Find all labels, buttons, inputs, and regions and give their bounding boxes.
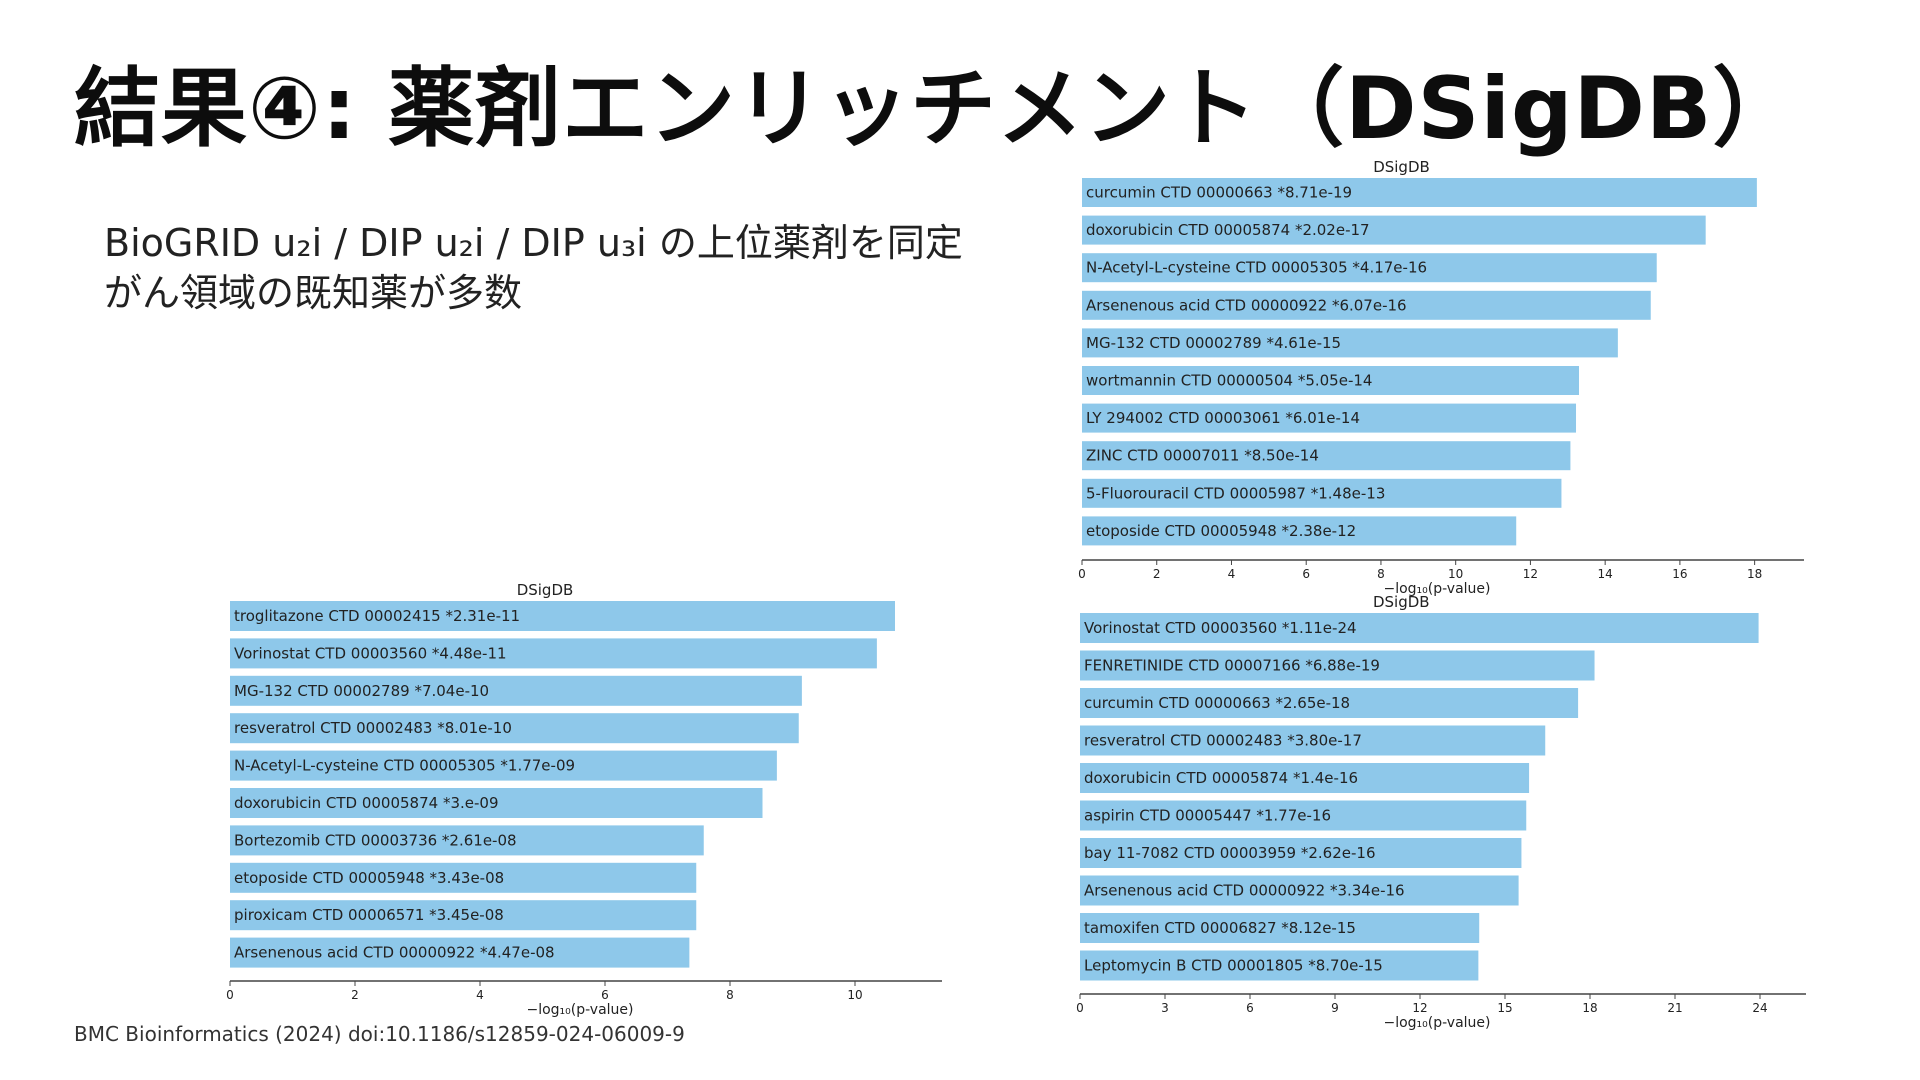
bar-label: aspirin CTD 00005447 *1.77e-16 bbox=[1084, 807, 1331, 825]
bar-label: Vorinostat CTD 00003560 *4.48e-11 bbox=[234, 644, 507, 662]
bar bbox=[1082, 290, 1651, 320]
bar-label: Arsenenous acid CTD 00000922 *3.34e-16 bbox=[1084, 882, 1405, 900]
x-tick-label: 21 bbox=[1667, 1001, 1682, 1015]
bar-label: resveratrol CTD 00002483 *3.80e-17 bbox=[1084, 732, 1362, 750]
x-tick-label: 4 bbox=[1228, 567, 1236, 581]
x-tick-label: 10 bbox=[847, 988, 862, 1002]
bar bbox=[230, 750, 777, 781]
bar bbox=[1080, 725, 1546, 756]
x-tick-label: 4 bbox=[476, 988, 484, 1002]
bar bbox=[230, 862, 697, 893]
bar bbox=[230, 675, 802, 706]
bar-label: Arsenenous acid CTD 00000922 *4.47e-08 bbox=[234, 944, 555, 962]
bar-label: curcumin CTD 00000663 *8.71e-19 bbox=[1086, 184, 1352, 202]
x-tick-label: 18 bbox=[1582, 1001, 1597, 1015]
bar-label: tamoxifen CTD 00006827 *8.12e-15 bbox=[1084, 919, 1356, 937]
x-tick-label: 9 bbox=[1331, 1001, 1339, 1015]
chart-top-right: DSigDB curcumin CTD 00000663 *8.71e-19 dox… bbox=[1078, 158, 1804, 597]
x-tick-label: 8 bbox=[726, 988, 734, 1002]
x-tick-label: 24 bbox=[1752, 1001, 1767, 1015]
x-tick-label: 6 bbox=[601, 988, 609, 1002]
bar bbox=[230, 825, 704, 856]
bar bbox=[1080, 800, 1527, 831]
bar-label: bay 11-7082 CTD 00003959 *2.62e-16 bbox=[1084, 844, 1376, 862]
chart-title: DSigDB bbox=[517, 581, 574, 599]
x-tick-label: 12 bbox=[1523, 567, 1538, 581]
x-axis-label: −log₁₀(p-value) bbox=[1383, 1015, 1490, 1031]
bar-label: etoposide CTD 00005948 *3.43e-08 bbox=[234, 869, 504, 887]
bar-label: etoposide CTD 00005948 *2.38e-12 bbox=[1086, 522, 1356, 540]
bar bbox=[1080, 688, 1579, 718]
bar bbox=[1080, 613, 1759, 643]
x-tick-label: 6 bbox=[1246, 1001, 1254, 1015]
bar bbox=[230, 900, 697, 931]
bar bbox=[1080, 950, 1479, 981]
bar-label: troglitazone CTD 00002415 *2.31e-11 bbox=[234, 607, 520, 625]
bar bbox=[1082, 516, 1517, 546]
bar bbox=[1080, 913, 1480, 943]
bar bbox=[1080, 763, 1530, 793]
x-tick-label: 16 bbox=[1672, 567, 1687, 581]
bar-label: N-Acetyl-L-cysteine CTD 00005305 *1.77e-… bbox=[234, 757, 575, 775]
bar-label: Vorinostat CTD 00003560 *1.11e-24 bbox=[1084, 619, 1357, 637]
bar bbox=[230, 601, 895, 631]
bar bbox=[1082, 441, 1571, 471]
bar-label: wortmannin CTD 00000504 *5.05e-14 bbox=[1086, 372, 1372, 390]
chart-bottom-right: DSigDB Vorinostat CTD 00003560 *1.11e-24 F… bbox=[1076, 593, 1806, 1031]
bar-label: doxorubicin CTD 00005874 *2.02e-17 bbox=[1086, 221, 1370, 239]
bar bbox=[230, 937, 690, 968]
bar-label: 5-Fluorouracil CTD 00005987 *1.48e-13 bbox=[1086, 484, 1385, 502]
x-tick-label: 8 bbox=[1377, 567, 1385, 581]
x-tick-label: 0 bbox=[1078, 567, 1086, 581]
bar bbox=[1082, 328, 1618, 358]
bullet-text-2: がん領域の既知薬が多数 bbox=[104, 271, 523, 315]
bar-label: Leptomycin B CTD 00001805 *8.70e-15 bbox=[1084, 957, 1383, 975]
bar-label: resveratrol CTD 00002483 *8.01e-10 bbox=[234, 719, 512, 737]
x-tick-label: 6 bbox=[1302, 567, 1310, 581]
bar bbox=[1082, 366, 1579, 395]
x-tick-label: 18 bbox=[1747, 567, 1762, 581]
bar bbox=[230, 713, 799, 744]
chart-title: DSigDB bbox=[1373, 158, 1430, 176]
x-tick-label: 2 bbox=[351, 988, 359, 1002]
bar-label: piroxicam CTD 00006571 *3.45e-08 bbox=[234, 906, 504, 924]
x-tick-label: 12 bbox=[1412, 1001, 1427, 1015]
bar bbox=[1080, 875, 1519, 906]
chart-bottom-left: DSigDB troglitazone CTD 00002415 *2.31e-1… bbox=[226, 581, 942, 1018]
x-tick-label: 15 bbox=[1497, 1001, 1512, 1015]
bar-label: Arsenenous acid CTD 00000922 *6.07e-16 bbox=[1086, 296, 1407, 314]
x-tick-label: 0 bbox=[226, 988, 234, 1002]
bar bbox=[1082, 403, 1577, 433]
bar-label: MG-132 CTD 00002789 *7.04e-10 bbox=[234, 682, 489, 700]
bar bbox=[1080, 650, 1595, 681]
bar-label: doxorubicin CTD 00005874 *1.4e-16 bbox=[1084, 769, 1358, 787]
x-tick-label: 14 bbox=[1598, 567, 1613, 581]
x-axis-label: −log₁₀(p-value) bbox=[526, 1002, 633, 1018]
bar-label: ZINC CTD 00007011 *8.50e-14 bbox=[1086, 447, 1319, 465]
chart-title: DSigDB bbox=[1373, 593, 1430, 611]
slide-title: 結果④: 薬剤エンリッチメント（DSigDB） bbox=[74, 59, 1800, 159]
bullet-text-1: BioGRID u₂i / DIP u₂i / DIP u₃i の上位薬剤を同定 bbox=[104, 221, 963, 265]
bar bbox=[230, 788, 763, 818]
x-axis-label: −log₁₀(p-value) bbox=[1383, 581, 1490, 597]
x-tick-label: 0 bbox=[1076, 1001, 1084, 1015]
bar bbox=[1082, 215, 1706, 245]
x-tick-label: 2 bbox=[1153, 567, 1161, 581]
bar bbox=[1082, 178, 1757, 207]
bar-label: Bortezomib CTD 00003736 *2.61e-08 bbox=[234, 831, 517, 849]
bar-label: FENRETINIDE CTD 00007166 *6.88e-19 bbox=[1084, 657, 1380, 675]
bar bbox=[230, 638, 877, 669]
bar bbox=[1080, 838, 1522, 868]
bar-label: curcumin CTD 00000663 *2.65e-18 bbox=[1084, 694, 1350, 712]
citation: BMC Bioinformatics (2024) doi:10.1186/s1… bbox=[74, 1022, 685, 1046]
x-tick-label: 10 bbox=[1448, 567, 1463, 581]
bar bbox=[1082, 253, 1657, 283]
bar bbox=[1082, 478, 1562, 508]
bar-label: N-Acetyl-L-cysteine CTD 00005305 *4.17e-… bbox=[1086, 259, 1427, 277]
bar-label: LY 294002 CTD 00003061 *6.01e-14 bbox=[1086, 409, 1360, 427]
bar-label: MG-132 CTD 00002789 *4.61e-15 bbox=[1086, 334, 1341, 352]
x-tick-label: 3 bbox=[1161, 1001, 1169, 1015]
bar-label: doxorubicin CTD 00005874 *3.e-09 bbox=[234, 794, 499, 812]
